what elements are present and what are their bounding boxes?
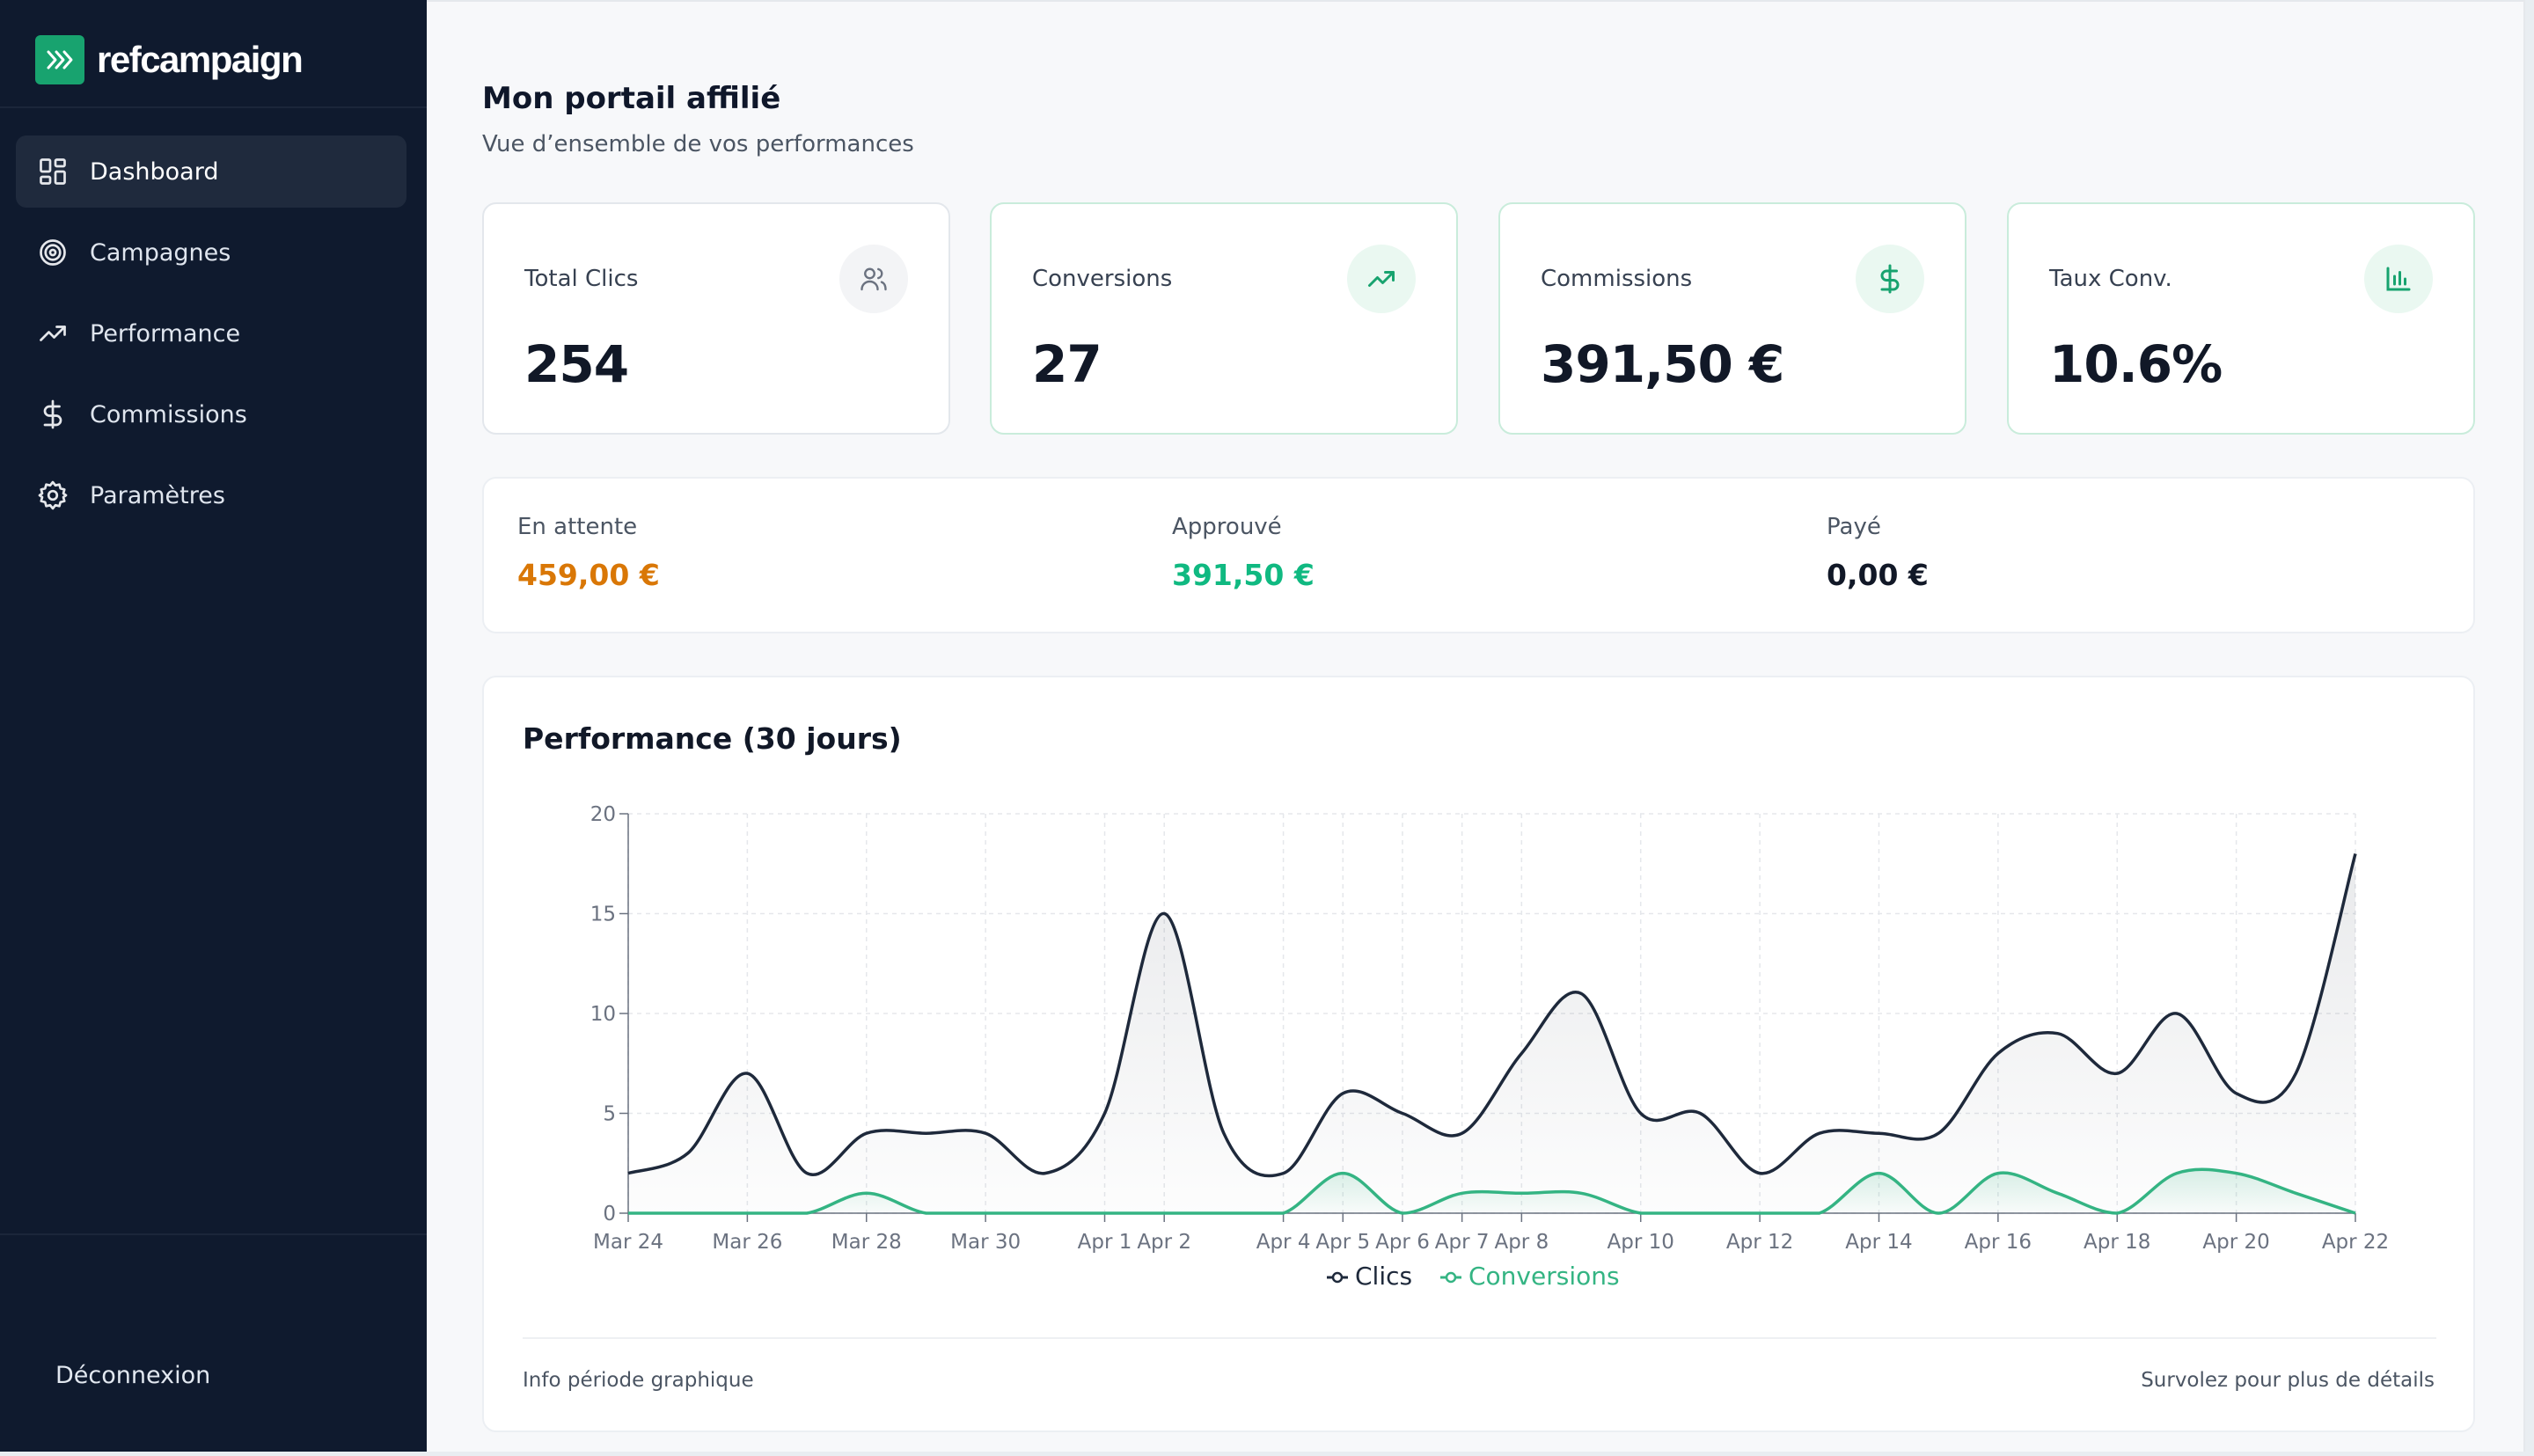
- legend-label: Conversions: [1468, 1262, 1620, 1291]
- target-icon: [37, 237, 69, 268]
- dashboard-icon: [37, 156, 69, 187]
- sidebar-item-label: Campagnes: [90, 238, 231, 267]
- divider: [0, 1233, 427, 1235]
- main-content: Mon portail affilié Vue d’ensemble de vo…: [427, 0, 2525, 1452]
- chart-title: Performance (30 jours): [523, 721, 902, 756]
- x-tick-label: Apr 2: [1137, 1231, 1191, 1254]
- stat-value: 10.6%: [2049, 334, 2223, 394]
- x-tick-label: Apr 12: [1726, 1231, 1793, 1254]
- series-line: [627, 1167, 2356, 1215]
- sidebar-item-label: Commissions: [90, 400, 247, 428]
- stat-value: 391,50 €: [1541, 334, 1784, 394]
- series-area: [628, 853, 2355, 1213]
- page-title: Mon portail affilié: [482, 81, 781, 116]
- trending-up-icon: [37, 318, 69, 349]
- x-tick-label: Apr 14: [1845, 1231, 1912, 1254]
- balance-approved: Approuvé 391,50 €: [1172, 514, 1315, 592]
- performance-chart-card: Performance (30 jours) 0 5 10 15 20 Mar 24 Mar…: [482, 676, 2475, 1432]
- balance-value: 391,50 €: [1172, 558, 1315, 592]
- divider: [0, 106, 427, 108]
- brand-logo[interactable]: refcampaign: [35, 33, 304, 86]
- x-tick-label: Apr 20: [2202, 1231, 2269, 1254]
- x-tick-label: Apr 22: [2322, 1231, 2389, 1254]
- stat-value: 254: [524, 334, 629, 394]
- stat-value: 27: [1032, 334, 1102, 394]
- y-tick-label: 10: [590, 1003, 616, 1026]
- dollar-icon: [37, 399, 69, 430]
- y-tick-label: 0: [603, 1203, 616, 1226]
- balance-label: Payé: [1827, 514, 1881, 540]
- stat-label: Taux Conv.: [2049, 266, 2172, 292]
- y-tick-label: 15: [590, 904, 616, 926]
- x-tick-label: Mar 26: [712, 1231, 782, 1254]
- x-tick-label: Apr 6: [1375, 1231, 1430, 1254]
- sidebar-item-label: Performance: [90, 319, 241, 348]
- dollar-icon: [1856, 245, 1924, 313]
- stat-card-commissions: Commissions 391,50 €: [1498, 202, 1966, 435]
- page-subtitle: Vue d’ensemble de vos performances: [482, 131, 914, 157]
- stat-label: Conversions: [1032, 266, 1173, 292]
- y-tick-label: 20: [590, 803, 616, 826]
- series-line: [627, 852, 2357, 1178]
- balance-label: Approuvé: [1172, 514, 1282, 540]
- x-tick-label: Apr 7: [1435, 1231, 1490, 1254]
- legend-marker: [1445, 1271, 1457, 1284]
- stat-label: Total Clics: [524, 266, 639, 292]
- bar-chart-icon: [2364, 245, 2433, 313]
- sidebar-nav: Dashboard Campagnes Performance Commissi…: [16, 135, 406, 540]
- divider: [523, 1337, 2436, 1339]
- x-tick-label: Apr 4: [1256, 1231, 1311, 1254]
- x-tick-label: Apr 18: [2084, 1231, 2150, 1254]
- settings-icon: [37, 479, 69, 511]
- y-tick-label: 5: [603, 1103, 616, 1126]
- stat-card-taux-conv: Taux Conv. 10.6%: [2007, 202, 2475, 435]
- chevrons-right-icon: [35, 35, 84, 84]
- sidebar-item-dashboard[interactable]: Dashboard: [16, 135, 406, 208]
- balances-panel: En attente 459,00 € Approuvé 391,50 € Pa…: [482, 477, 2475, 633]
- sidebar-item-performance[interactable]: Performance: [16, 297, 406, 369]
- sidebar-item-parametres[interactable]: Paramètres: [16, 459, 406, 531]
- sidebar-item-campagnes[interactable]: Campagnes: [16, 216, 406, 289]
- sidebar: refcampaign Dashboard Campagnes Performa…: [0, 0, 427, 1452]
- stat-card-total-clics: Total Clics 254: [482, 202, 950, 435]
- sidebar-item-commissions[interactable]: Commissions: [16, 378, 406, 450]
- logout-button[interactable]: Déconnexion: [55, 1362, 211, 1389]
- sidebar-item-label: Paramètres: [90, 481, 225, 509]
- chart-footer-info: Info période graphique: [523, 1369, 754, 1392]
- balance-label: En attente: [517, 514, 638, 540]
- legend-marker: [1331, 1271, 1344, 1284]
- balance-value: 0,00 €: [1827, 558, 1929, 592]
- brand-name: refcampaign: [97, 39, 304, 80]
- x-tick-label: Mar 28: [831, 1231, 902, 1254]
- x-tick-label: Mar 24: [593, 1231, 663, 1254]
- x-tick-label: Apr 8: [1494, 1231, 1549, 1254]
- series-area: [628, 1169, 2355, 1213]
- chart-footer-hint: Survolez pour plus de détails: [2141, 1369, 2435, 1392]
- users-icon: [839, 245, 908, 313]
- trending-up-icon: [1347, 245, 1416, 313]
- balance-value: 459,00 €: [517, 558, 660, 592]
- x-tick-label: Mar 30: [950, 1231, 1021, 1254]
- x-tick-label: Apr 1: [1078, 1231, 1132, 1254]
- balance-pending: En attente 459,00 €: [517, 514, 660, 592]
- legend-label: Clics: [1355, 1262, 1412, 1291]
- x-tick-label: Apr 16: [1965, 1231, 2032, 1254]
- stat-card-conversions: Conversions 27: [990, 202, 1458, 435]
- x-tick-label: Apr 10: [1608, 1231, 1674, 1254]
- sidebar-item-label: Dashboard: [90, 157, 219, 186]
- stat-label: Commissions: [1541, 266, 1693, 292]
- x-tick-label: Apr 5: [1315, 1231, 1370, 1254]
- balance-paid: Payé 0,00 €: [1827, 514, 1929, 592]
